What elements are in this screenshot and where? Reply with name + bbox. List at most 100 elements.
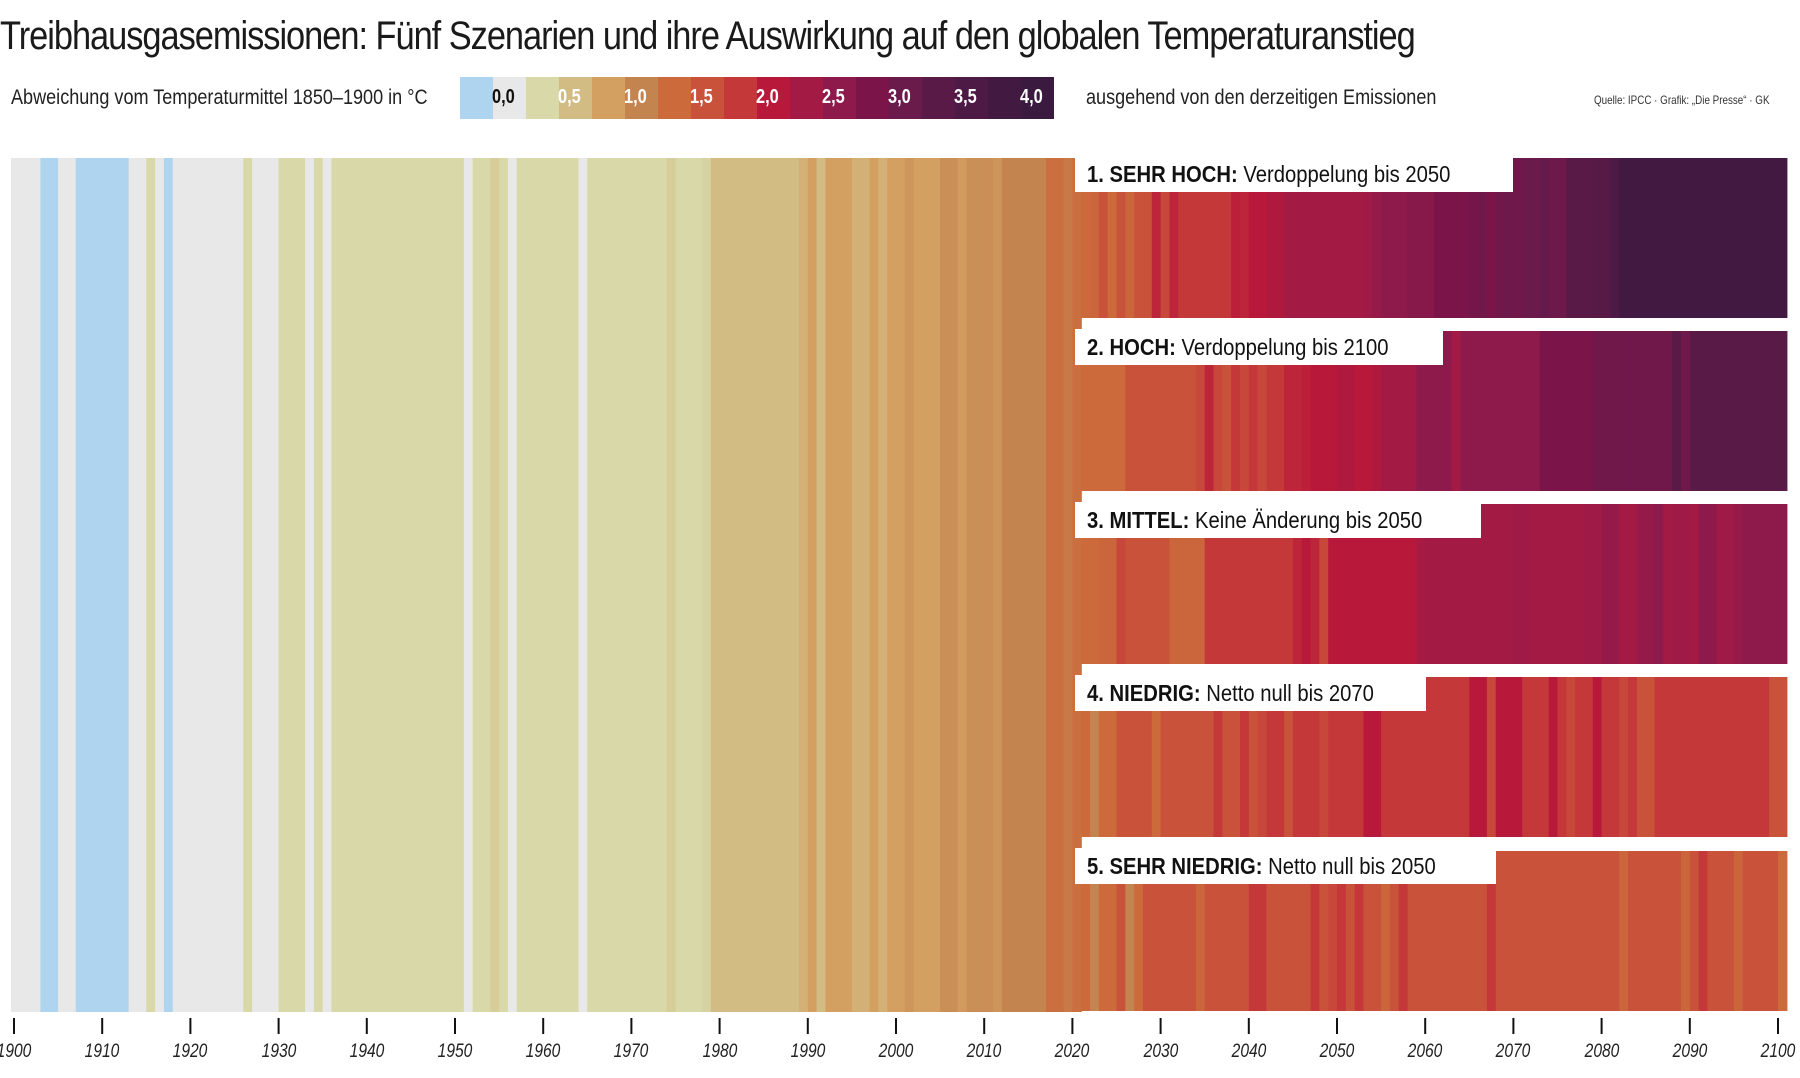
stripe-scenario-2-2028 [1142, 331, 1153, 491]
stripe-scenario-2-2044 [1284, 331, 1294, 491]
stripe-historical-1951 [463, 158, 474, 1012]
stripe-scenario-2-2036 [1213, 331, 1223, 491]
stripe-historical-1964 [578, 158, 588, 1012]
stripe-scenario-1-2029 [1151, 158, 1162, 318]
scenario-title: 4. NIEDRIG: [1087, 680, 1201, 706]
stripe-scenario-4-2081 [1610, 677, 1620, 837]
stripe-historical-1955 [499, 158, 509, 1012]
stripe-scenario-2-2079 [1592, 331, 1603, 491]
stripe-scenario-1-2039 [1239, 158, 1250, 318]
stripe-historical-1956 [507, 158, 518, 1012]
stripe-scenario-3-2042 [1266, 504, 1276, 664]
stripe-scenario-4-2094 [1725, 677, 1735, 837]
stripe-scenario-2-2038 [1231, 331, 1241, 491]
stripe-scenario-4-2024 [1107, 677, 1118, 837]
stripe-scenario-5-2095 [1733, 851, 1744, 1011]
source-credit: Quelle: IPCC · Grafik: „Die Presse“ · GK [1594, 93, 1770, 107]
stripe-scenario-2-2072 [1531, 331, 1541, 491]
stripe-scenario-3-2024 [1107, 504, 1118, 664]
stripe-scenario-2-2062 [1442, 331, 1453, 491]
stripe-scenario-2-2085 [1645, 331, 1656, 491]
scenario-label-2: 2. HOCH: Verdoppelung bis 2100 [1075, 329, 1443, 365]
stripe-scenario-4-2075 [1557, 677, 1567, 837]
stripe-scenario-2-2066 [1478, 331, 1488, 491]
legend-tick-label: 0,5 [558, 86, 581, 108]
stripe-scenario-3-2096 [1742, 504, 1753, 664]
stripe-scenario-5-2074 [1548, 851, 1559, 1011]
x-tick-label: 1950 [437, 1041, 473, 1062]
stripe-scenario-5-2038 [1231, 851, 1241, 1011]
x-tick-label: 2030 [1143, 1041, 1178, 1062]
stripe-scenario-1-2059 [1416, 158, 1426, 318]
x-tick-label: 1940 [349, 1041, 385, 1062]
stripe-historical-2007 [957, 158, 968, 1012]
stripe-scenario-4-2058 [1407, 677, 1417, 837]
legend-swatch: 0,5 [558, 77, 592, 119]
x-tick-label: 2090 [1672, 1041, 1708, 1062]
stripe-scenario-1-2058 [1407, 158, 1417, 318]
stripe-scenario-1-2044 [1284, 158, 1294, 318]
stripe-scenario-3-2052 [1354, 504, 1365, 664]
stripe-scenario-5-2048 [1319, 851, 1329, 1011]
stripe-scenario-3-2092 [1707, 504, 1717, 664]
stripe-historical-1933 [305, 158, 315, 1012]
stripe-scenario-1-2033 [1187, 158, 1197, 318]
stripe-scenario-4-2074 [1548, 677, 1559, 837]
stripe-historical-1921 [199, 158, 209, 1012]
stripe-scenario-2-2069 [1504, 331, 1514, 491]
stripe-historical-1935 [322, 158, 333, 1012]
stripe-scenario-2-2097 [1751, 331, 1761, 491]
stripe-historical-1901 [22, 158, 33, 1012]
stripe-scenario-5-2050 [1337, 851, 1347, 1011]
stripe-scenario-3-2048 [1319, 504, 1329, 664]
stripe-scenario-1-2064 [1460, 158, 1470, 318]
stripe-historical-1970 [631, 158, 641, 1012]
stripe-scenario-1-2028 [1142, 158, 1153, 318]
stripe-historical-1998 [878, 158, 888, 1012]
stripe-scenario-5-2077 [1575, 851, 1585, 1011]
stripe-historical-1904 [49, 158, 59, 1012]
scenario-label-5: 5. SEHR NIEDRIG: Netto null bis 2050 [1075, 848, 1497, 884]
stripe-scenario-2-2023 [1098, 331, 1109, 491]
stripe-scenario-1-2046 [1301, 158, 1312, 318]
stripe-scenario-3-2072 [1531, 504, 1541, 664]
stripe-scenario-5-2051 [1345, 851, 1356, 1011]
stripe-scenario-4-2064 [1460, 677, 1470, 837]
stripe-historical-1932 [296, 158, 306, 1012]
stripe-historical-1987 [781, 158, 791, 1012]
stripe-scenario-3-2056 [1389, 504, 1400, 664]
stripe-historical-1975 [675, 158, 685, 1012]
stripe-scenario-1-2055 [1381, 158, 1391, 318]
stripe-scenario-5-2027 [1134, 851, 1144, 1011]
stripe-scenario-5-2091 [1698, 851, 1709, 1011]
stripe-scenario-5-2041 [1257, 851, 1268, 1011]
stripe-scenario-2-2094 [1725, 331, 1735, 491]
stripe-scenario-1-2072 [1531, 158, 1541, 318]
stripe-scenario-5-2070 [1513, 851, 1523, 1011]
stripe-scenario-2-2027 [1134, 331, 1144, 491]
stripe-historical-1929 [269, 158, 280, 1012]
stripe-scenario-1-2057 [1398, 158, 1409, 318]
chart-title: Treibhausgasemissionen: Fünf Szenarien u… [0, 14, 1416, 58]
stripe-scenario-3-2081 [1610, 504, 1620, 664]
stripe-historical-1981 [728, 158, 738, 1012]
stripe-scenario-2-2048 [1319, 331, 1329, 491]
stripe-scenario-4-2047 [1310, 677, 1320, 837]
stripe-scenario-2-2050 [1337, 331, 1347, 491]
stripe-scenario-4-2034 [1195, 677, 1206, 837]
stripe-historical-1918 [172, 158, 183, 1012]
stripe-historical-1977 [693, 158, 703, 1012]
stripe-historical-1984 [754, 158, 765, 1012]
stripe-scenario-3-2066 [1478, 504, 1488, 664]
stripe-scenario-5-2086 [1654, 851, 1664, 1011]
stripe-scenario-1-2032 [1178, 158, 1188, 318]
x-tick-label: 2010 [966, 1041, 1002, 1062]
legend-swatch [790, 77, 823, 119]
stripe-scenario-5-2043 [1275, 851, 1285, 1011]
legend-swatch [592, 77, 625, 119]
stripe-scenario-5-2047 [1310, 851, 1320, 1011]
stripe-scenario-2-2091 [1698, 331, 1709, 491]
stripe-scenario-1-2027 [1134, 158, 1144, 318]
stripe-scenario-2-2081 [1610, 331, 1620, 491]
stripe-historical-1966 [596, 158, 606, 1012]
